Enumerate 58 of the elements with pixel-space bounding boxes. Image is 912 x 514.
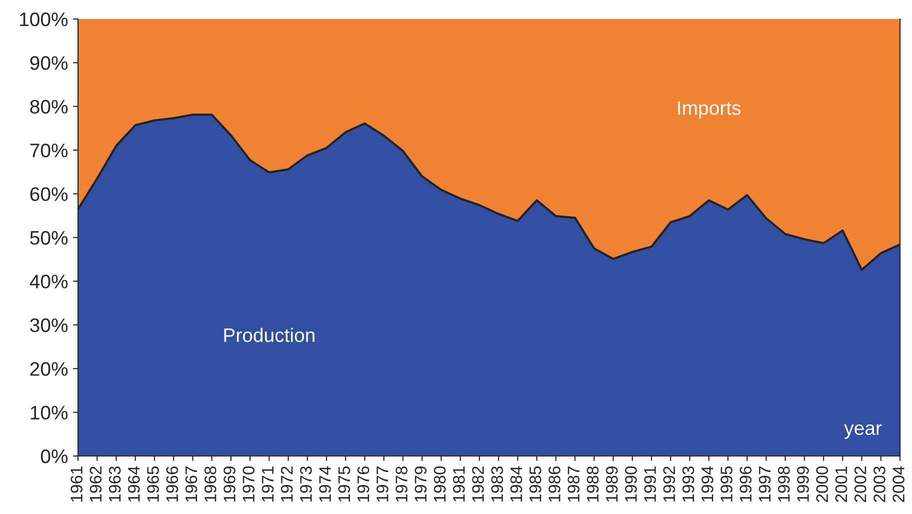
y-tick-label: 10% xyxy=(30,406,68,420)
series-label: Production xyxy=(224,328,314,342)
x-tick-label: 1977 xyxy=(376,466,388,502)
x-tick-label: 1979 xyxy=(414,466,427,502)
x-tick-label: 1967 xyxy=(185,466,198,502)
x-tick-label: 2003 xyxy=(874,466,886,502)
x-tick-label: 2004 xyxy=(892,466,904,502)
x-tick-label: 1994 xyxy=(702,466,714,502)
x-tick-label: 1962 xyxy=(90,466,102,502)
x-tick-label: 1974 xyxy=(319,466,331,502)
y-tick-label: 70% xyxy=(30,144,68,158)
x-tick-label: 1972 xyxy=(280,466,293,502)
x-tick-label: 1973 xyxy=(300,466,312,502)
x-tick-label: 1996 xyxy=(740,466,752,502)
x-tick-label: 1995 xyxy=(720,466,732,502)
x-tick-label: 1998 xyxy=(778,466,790,502)
x-tick-label: 2001 xyxy=(835,466,848,502)
y-tick-label: 0% xyxy=(40,449,68,464)
x-tick-label: 1993 xyxy=(682,466,694,502)
x-tick-label: 1990 xyxy=(625,466,637,502)
x-tick-label: 1984 xyxy=(510,466,522,502)
y-tick-label: 30% xyxy=(30,318,68,332)
x-tick-label: 1985 xyxy=(529,466,542,502)
y-tick-label: 100% xyxy=(20,12,68,26)
y-tick-label: 50% xyxy=(30,230,68,245)
x-tick-label: 1968 xyxy=(204,466,216,502)
x-tick-label: 1986 xyxy=(548,466,560,502)
x-tick-label: 1989 xyxy=(606,466,618,502)
y-tick-label: 60% xyxy=(30,187,68,202)
y-tick-label: 80% xyxy=(30,100,68,114)
x-tick-label: 1991 xyxy=(644,466,656,502)
y-tick-label: 20% xyxy=(30,362,68,376)
x-tick-label: 2002 xyxy=(854,466,866,502)
x-tick-label: 1987 xyxy=(568,466,580,502)
x-tick-label: 1978 xyxy=(396,466,408,502)
x-tick-label: 1963 xyxy=(108,466,121,502)
x-axis-title: year xyxy=(844,424,882,439)
x-tick-label: 1965 xyxy=(147,466,159,502)
x-tick-label: 1999 xyxy=(797,466,809,502)
x-tick-label: 1966 xyxy=(166,466,178,502)
x-tick-label: 1980 xyxy=(434,466,446,502)
x-tick-label: 1976 xyxy=(357,466,370,502)
x-tick-label: 1983 xyxy=(491,466,504,502)
x-tick-label: 1970 xyxy=(242,466,255,502)
x-tick-label: 1981 xyxy=(452,466,465,502)
x-tick-label: 1969 xyxy=(224,466,236,502)
y-tick-label: 40% xyxy=(30,274,68,288)
x-tick-label: 1975 xyxy=(338,466,350,502)
x-tick-label: 2000 xyxy=(816,466,828,502)
y-tick-label: 90% xyxy=(30,56,68,70)
x-tick-label: 1982 xyxy=(472,466,484,502)
x-tick-label: 1971 xyxy=(262,466,274,502)
series-label: Imports xyxy=(678,101,741,119)
x-tick-label: 1964 xyxy=(128,466,140,502)
x-tick-label: 1997 xyxy=(758,466,771,502)
x-tick-label: 1988 xyxy=(586,466,599,502)
x-tick-label: 1961 xyxy=(70,466,82,502)
x-tick-label: 1992 xyxy=(663,466,676,502)
